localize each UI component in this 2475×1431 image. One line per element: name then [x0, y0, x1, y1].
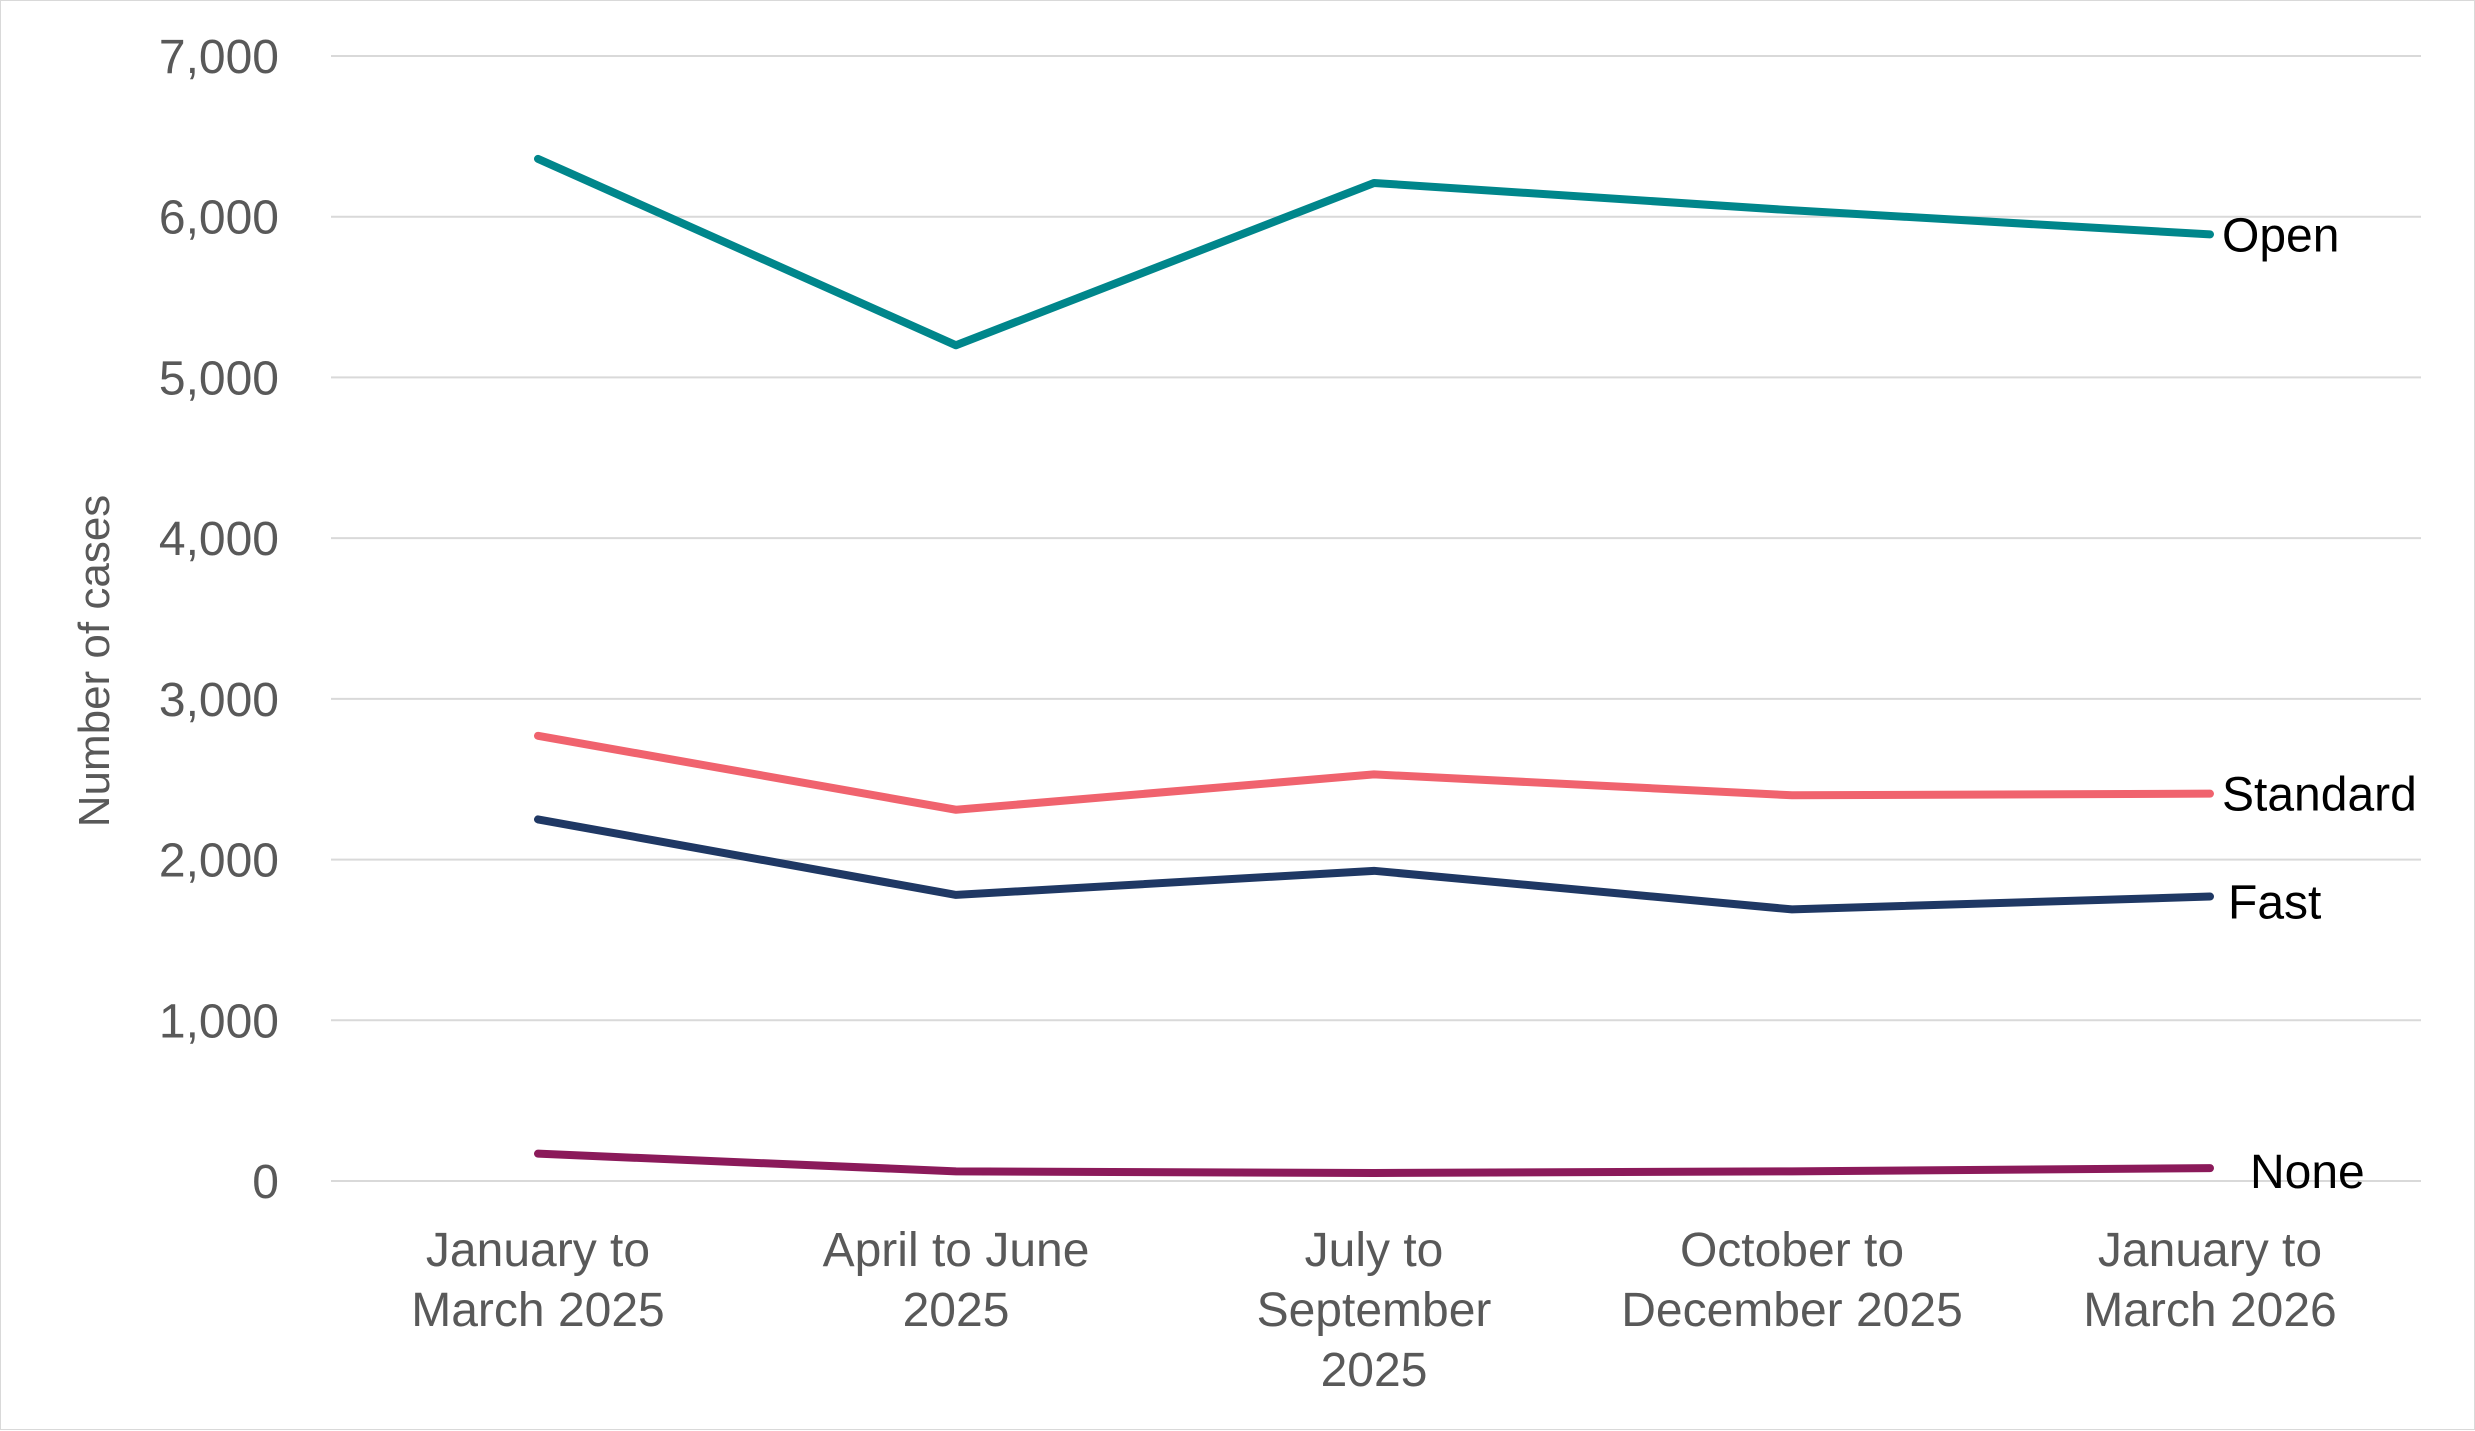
y-tick-label: 7,000 — [159, 31, 279, 84]
x-tick-label: July to September 2025 — [1257, 1224, 1492, 1397]
y-tick-label: 2,000 — [159, 835, 279, 888]
y-tick-label: 6,000 — [159, 192, 279, 245]
series-label-fast: Fast — [2228, 877, 2321, 930]
series-line-none — [534, 1149, 2214, 1177]
series-line-open — [534, 154, 2214, 350]
series-label-standard: Standard — [2222, 769, 2417, 822]
x-tick-label: October to December 2025 — [1621, 1224, 1963, 1337]
y-tick-label: 5,000 — [159, 352, 279, 405]
y-axis-ticks: 0 1,000 2,000 3,000 4,000 5,000 6,000 7,000 — [159, 31, 279, 1209]
series-line-fast — [534, 815, 2214, 914]
series-label-open: Open — [2222, 209, 2339, 262]
series-lines — [534, 154, 2214, 1177]
y-tick-label: 3,000 — [159, 674, 279, 727]
y-tick-label: 4,000 — [159, 513, 279, 566]
series-label-none: None — [2250, 1146, 2365, 1199]
x-axis-ticks: January to March 2025 April to June 2025 Jul… — [411, 1224, 2336, 1397]
y-axis-title: Number of cases — [70, 495, 119, 828]
x-tick-label: January to March 2026 — [2083, 1224, 2336, 1337]
x-tick-label: January to March 2025 — [411, 1224, 664, 1337]
y-tick-label: 0 — [252, 1156, 279, 1209]
series-labels: Open Standard Fast None — [2222, 209, 2417, 1199]
y-tick-label: 1,000 — [159, 995, 279, 1048]
x-tick-label: April to June 2025 — [823, 1224, 1090, 1337]
gridlines — [331, 55, 2421, 1182]
series-line-standard — [534, 731, 2214, 814]
